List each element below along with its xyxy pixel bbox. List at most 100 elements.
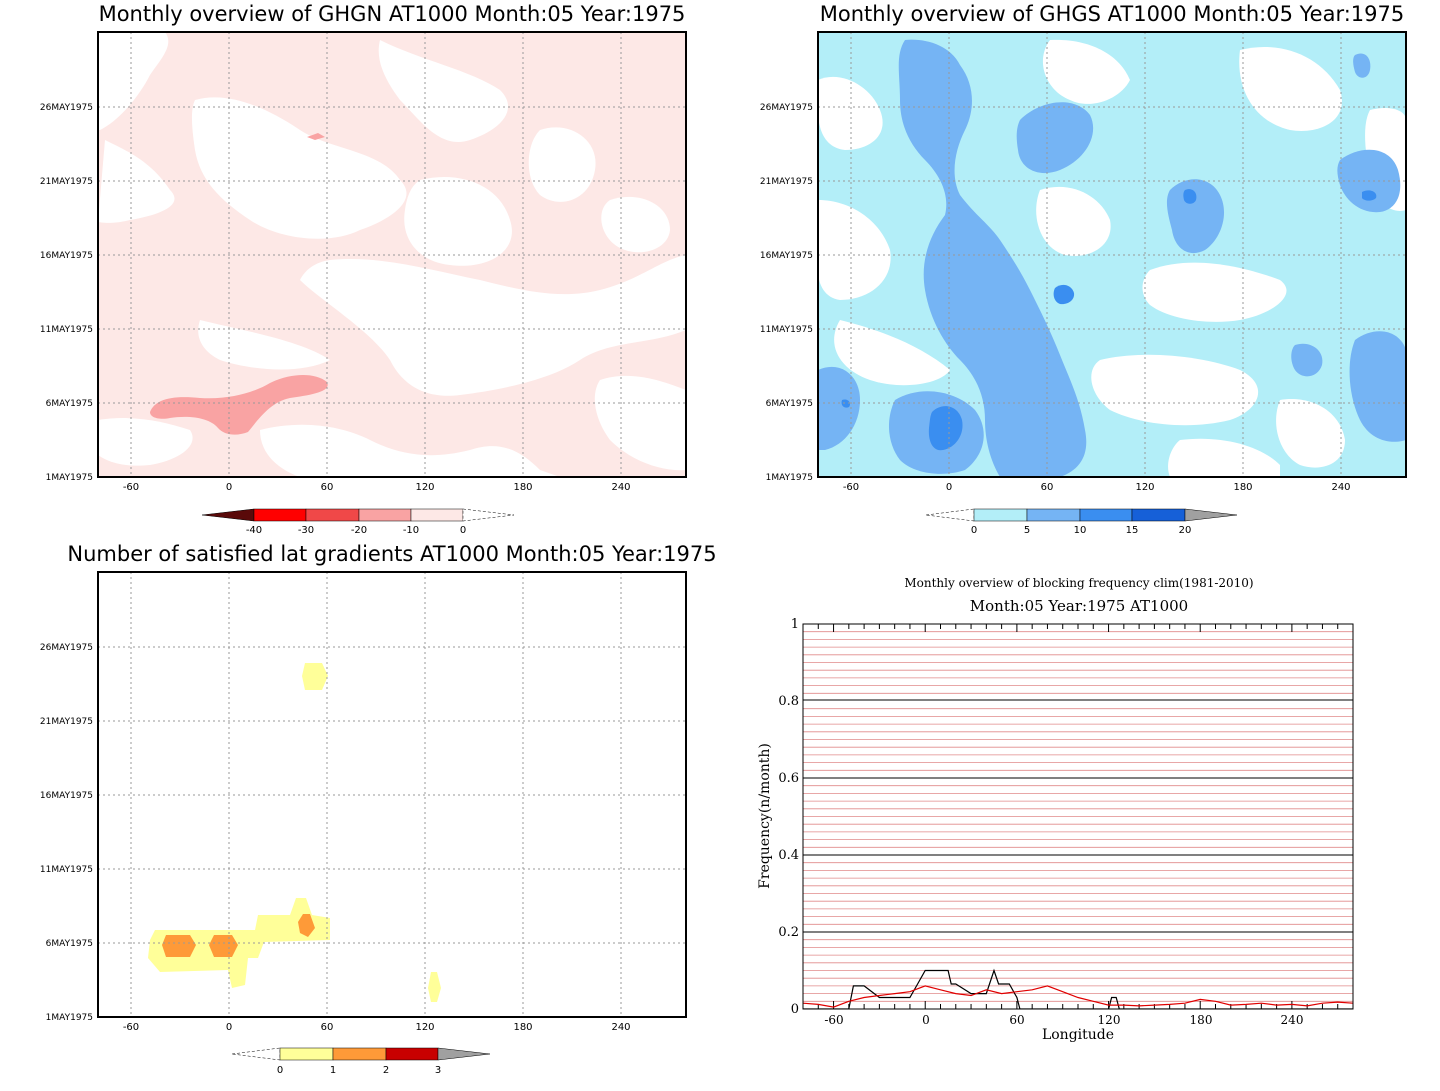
x-tick-label: -60 (123, 482, 139, 493)
ghgn-frame (97, 31, 687, 478)
colorbar-extend-high (1184, 508, 1238, 522)
ghgs-white-region (834, 320, 950, 386)
ghgs-mid-region (1016, 102, 1094, 174)
x-tick-label: 180 (1233, 482, 1252, 493)
ghgs-white-region (818, 76, 883, 150)
colorbar-swatch (358, 508, 412, 522)
panel-blocking-frequency: Monthly overview of blocking frequency c… (757, 576, 1354, 1043)
ghgs-white-region (1142, 262, 1287, 322)
colorbar-label: 15 (1126, 525, 1139, 536)
y-tick-label: 21MAY1975 (40, 177, 93, 187)
ghgs-mid-region (1166, 179, 1225, 254)
colorbar-extend-high (437, 1047, 491, 1061)
y-tick-label: 6MAY1975 (766, 399, 813, 409)
blocking-frame (802, 623, 1354, 1010)
ghgs-colorbar: 0 5 10 15 20 (925, 508, 1238, 536)
y-tick-label: 16MAY1975 (760, 251, 813, 261)
y-tick-label: 1 (791, 617, 799, 632)
panel-ghgn: Monthly overview of GHGN AT1000 Month:05… (40, 2, 687, 536)
x-tick-label: 240 (611, 482, 630, 493)
blocking-fine-gridlines (803, 631, 1353, 1002)
ghgs-white-region (1276, 399, 1345, 468)
colorbar-label: 1 (330, 1065, 336, 1076)
colorbar-swatch (1026, 508, 1081, 522)
panel-lat-gradients: Number of satisfied lat gradients AT1000… (40, 542, 717, 1076)
y-tick-label: 21MAY1975 (760, 177, 813, 187)
blocking-y-axis-label: Frequency(n/month) (757, 743, 773, 889)
colorbar-extend-low (201, 508, 255, 522)
ghgs-high-feature (1053, 284, 1075, 305)
colorbar-swatch (1131, 508, 1186, 522)
colorbar-label: 3 (435, 1065, 441, 1076)
blocking-series-lines (803, 968, 1353, 1009)
y-tick-label: 16MAY1975 (40, 791, 93, 801)
x-tick-label: 180 (513, 482, 532, 493)
latgrad-low-region (302, 663, 328, 690)
ghgs-mid-region (1291, 343, 1323, 377)
colorbar-label: -30 (298, 525, 314, 536)
latgrad-colorbar: 0 1 2 3 (231, 1047, 491, 1076)
y-tick-label: 0 (791, 1002, 799, 1017)
ghgs-high-feature (1183, 189, 1197, 204)
ghgs-frame (817, 31, 1407, 478)
latgrad-x-ticks: -60 0 60 120 180 240 (123, 1022, 631, 1033)
ghgn-minimum-feature (150, 374, 328, 435)
ghgn-y-ticks: 1MAY1975 6MAY1975 11MAY1975 16MAY1975 21… (40, 103, 93, 483)
blocking-major-gridlines (803, 699, 1353, 933)
ghgs-white-region (1036, 186, 1111, 256)
x-tick-label: 120 (1135, 482, 1154, 493)
ghgn-colorbar: -40 -30 -20 -10 0 (201, 508, 515, 536)
x-tick-label: 0 (946, 482, 952, 493)
colorbar-extend-high (462, 508, 515, 522)
ghgs-white-region (1091, 354, 1259, 426)
ghgn-white-region (404, 176, 512, 266)
ghgn-white-region (528, 127, 596, 202)
ghgs-x-ticks: -60 0 60 120 180 240 (843, 482, 1351, 493)
ghgs-mid-region (1349, 331, 1406, 442)
colorbar-swatch (332, 1047, 387, 1061)
y-tick-label: 0.6 (778, 771, 799, 786)
blocking-y-ticks: 0 0.2 0.4 0.6 0.8 1 (778, 617, 799, 1017)
latgrad-field (98, 572, 686, 1017)
ghgs-high-feature (928, 406, 963, 451)
latgrad-mid-region (162, 935, 196, 957)
ghgn-white-region (300, 255, 686, 396)
ghgs-white-region (818, 200, 891, 300)
y-tick-label: 11MAY1975 (760, 325, 813, 335)
colorbar-label: 0 (460, 525, 466, 536)
ghgn-white-region (198, 320, 330, 370)
colorbar-extend-low (925, 508, 975, 522)
ghgn-title: Monthly overview of GHGN AT1000 Month:05… (99, 2, 686, 26)
x-tick-label: 0 (226, 482, 232, 493)
y-tick-label: 21MAY1975 (40, 717, 93, 727)
x-tick-label: 120 (415, 482, 434, 493)
latgrad-mid-region (209, 935, 238, 957)
blocking-x-ticks: -60 0 60 120 180 240 (824, 1013, 1303, 1027)
y-tick-label: 6MAY1975 (46, 399, 93, 409)
y-tick-label: 1MAY1975 (46, 473, 93, 483)
y-tick-label: 11MAY1975 (40, 865, 93, 875)
latgrad-mid-region (298, 914, 315, 937)
colorbar-swatch (385, 1047, 439, 1061)
y-tick-label: 26MAY1975 (760, 103, 813, 113)
ghgs-mid-region (1353, 53, 1371, 78)
x-tick-label: 240 (611, 1022, 630, 1033)
colorbar-swatch (253, 508, 307, 522)
blocking-x-axis-label: Longitude (1042, 1027, 1114, 1043)
ghgs-white-region (1042, 39, 1130, 104)
latgrad-frame (97, 571, 687, 1018)
colorbar-label: 5 (1024, 525, 1030, 536)
ghgn-white-region (601, 196, 670, 253)
x-tick-label: 180 (1190, 1013, 1213, 1027)
colorbar-swatch (305, 508, 360, 522)
y-tick-label: 1MAY1975 (46, 1013, 93, 1023)
colorbar-label: -20 (351, 525, 367, 536)
latgrad-title: Number of satisfied lat gradients AT1000… (67, 542, 716, 566)
ghgs-white-region (1168, 438, 1280, 477)
colorbar-swatch (1079, 508, 1133, 522)
ghgs-gridlines (818, 32, 1406, 477)
colorbar-label: 0 (277, 1065, 283, 1076)
ghgs-mid-region (898, 39, 1087, 477)
colorbar-label: 0 (971, 525, 977, 536)
